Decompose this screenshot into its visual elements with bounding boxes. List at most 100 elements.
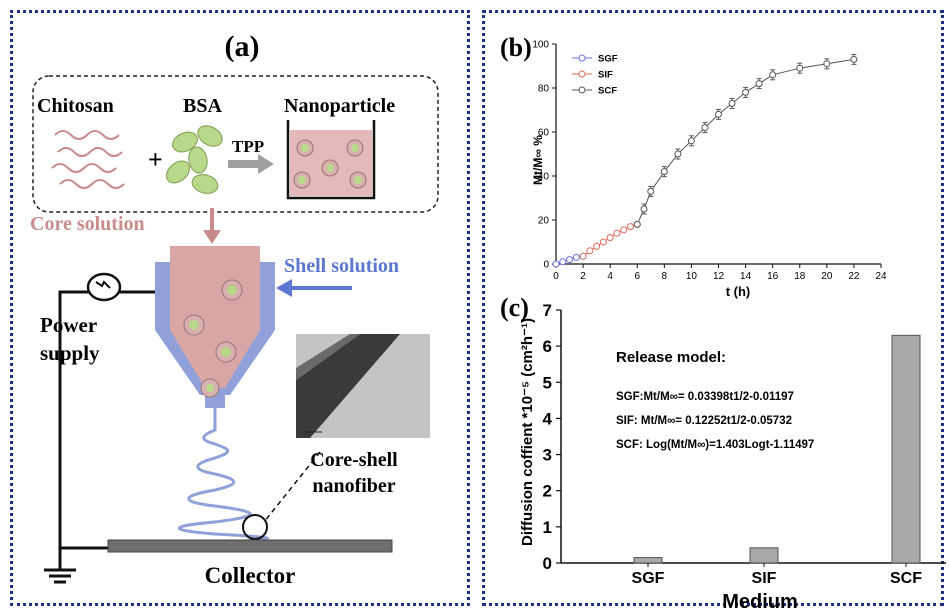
b-x-tick-label: 16	[767, 271, 779, 282]
b-y-tick-label: 40	[538, 172, 550, 183]
b-point-scf	[823, 60, 831, 68]
b-x-tick-label: 18	[794, 271, 806, 282]
b-x-tick-label: 6	[634, 271, 640, 282]
shell-solution-label: Shell solution	[284, 255, 399, 277]
c-x-tick-label: SIF	[752, 570, 777, 587]
c-y-tick-label: 6	[543, 337, 552, 356]
b-point-scf	[796, 64, 804, 72]
b-point-scf	[742, 88, 750, 96]
collector-plate	[107, 539, 393, 553]
b-point-sgf	[566, 256, 574, 264]
fiber-jet	[178, 408, 269, 544]
c-y-tick-label: 5	[543, 373, 552, 392]
c-bar-sif	[749, 547, 779, 564]
release-model-sif: SIF: Mt/M∞= 0.12252t1/2-0.05732	[616, 415, 792, 427]
b-legend-label: SIF	[598, 70, 613, 81]
tem-image-inset	[296, 334, 430, 438]
supply-label: supply	[40, 341, 100, 365]
release-model-title: Release model:	[616, 349, 726, 366]
panel-c-label: (c)	[500, 293, 529, 322]
b-legend-label: SCF	[598, 86, 617, 97]
b-point-sif	[620, 226, 628, 234]
plus-sign: +	[148, 145, 163, 174]
b-x-tick-label: 0	[553, 271, 559, 282]
b-x-tick-label: 22	[848, 271, 860, 282]
b-point-scf	[769, 71, 777, 79]
tpp-label: TPP	[232, 137, 264, 156]
b-y-tick-label: 20	[538, 216, 550, 227]
nanoparticle-beaker-icon	[286, 120, 376, 200]
b-point-scf	[715, 110, 722, 118]
b-point-sif	[613, 229, 621, 237]
spinneret-nozzle	[155, 246, 275, 408]
b-point-scf	[701, 124, 709, 132]
synthesis-box	[32, 75, 439, 213]
c-y-tick-label: 0	[543, 554, 552, 573]
b-x-tick-label: 14	[740, 271, 752, 282]
b-point-scf	[755, 80, 763, 88]
tpp-arrow-icon	[228, 154, 274, 174]
core-solution-label: Core solution	[30, 213, 145, 235]
b-x-tick-label: 4	[607, 271, 613, 282]
b-x-tick-label: 20	[821, 271, 833, 282]
b-point-sif	[586, 247, 594, 255]
b-y-tick-label: 100	[532, 40, 549, 51]
b-point-sif	[626, 223, 634, 231]
c-y-tick-label: 4	[543, 409, 553, 428]
b-x-tick-label: 12	[713, 271, 725, 282]
panel-bc-frame	[482, 10, 944, 606]
b-point-scf	[850, 55, 858, 63]
b-x-tick-label: 24	[875, 271, 887, 282]
shell-arrow-icon	[276, 279, 352, 297]
b-x-tick-label: 8	[662, 271, 668, 282]
bsa-protein-icon	[165, 125, 223, 194]
chitosan-chains-icon	[51, 130, 125, 189]
c-bar-scf	[891, 334, 921, 564]
c-x-tick-label: SGF	[632, 570, 665, 587]
bsa-label: BSA	[183, 95, 222, 117]
collector-label: Collector	[205, 563, 296, 588]
panel-a-frame	[10, 10, 470, 606]
panel-b-label: (b)	[500, 33, 532, 62]
c-y-tick-label: 7	[543, 301, 552, 320]
chitosan-label: Chitosan	[37, 95, 114, 117]
nanofiber-label: nanofiber	[312, 475, 395, 497]
core-arrow-icon	[203, 208, 221, 244]
b-point-sif	[593, 242, 601, 250]
power-label: Power	[40, 313, 97, 337]
b-point-scf	[728, 99, 736, 107]
b-legend-label: SGF	[598, 54, 618, 65]
c-bar-sgf	[633, 557, 663, 564]
magnify-circle	[242, 514, 268, 540]
b-y-tick-label: 60	[538, 128, 550, 139]
b-point-scf	[660, 168, 668, 176]
b-legend-marker	[578, 54, 586, 62]
power-circuit	[44, 290, 155, 584]
b-point-scf	[647, 187, 655, 195]
core-shell-label: Core-shell	[310, 449, 398, 471]
b-x-tick-label: 10	[686, 271, 698, 282]
b-y-axis-label: Mt/M∞ %	[531, 135, 545, 185]
b-x-axis-label: t (h)	[726, 284, 751, 299]
c-y-axis-label: Diffusion coffient *10⁻⁵ (cm²h⁻¹)	[519, 318, 536, 546]
b-x-tick-label: 2	[580, 271, 586, 282]
c-x-axis-label: Medium	[722, 591, 798, 611]
b-point-scf	[633, 220, 641, 228]
nanoparticle-label: Nanoparticle	[284, 95, 395, 117]
b-point-sif	[579, 252, 587, 260]
inset-pointer-line	[263, 451, 321, 523]
b-point-scf	[640, 205, 648, 213]
c-x-tick-label: SCF	[890, 570, 922, 587]
c-y-tick-label: 3	[543, 446, 552, 465]
c-y-tick-label: 2	[543, 482, 552, 501]
b-point-scf	[674, 150, 682, 158]
b-point-scf	[687, 137, 695, 145]
b-y-tick-label: 0	[543, 260, 549, 271]
power-supply-icon	[86, 272, 122, 302]
b-point-sif	[599, 238, 607, 246]
b-legend-marker	[578, 70, 586, 78]
c-y-tick-label: 1	[543, 518, 552, 537]
